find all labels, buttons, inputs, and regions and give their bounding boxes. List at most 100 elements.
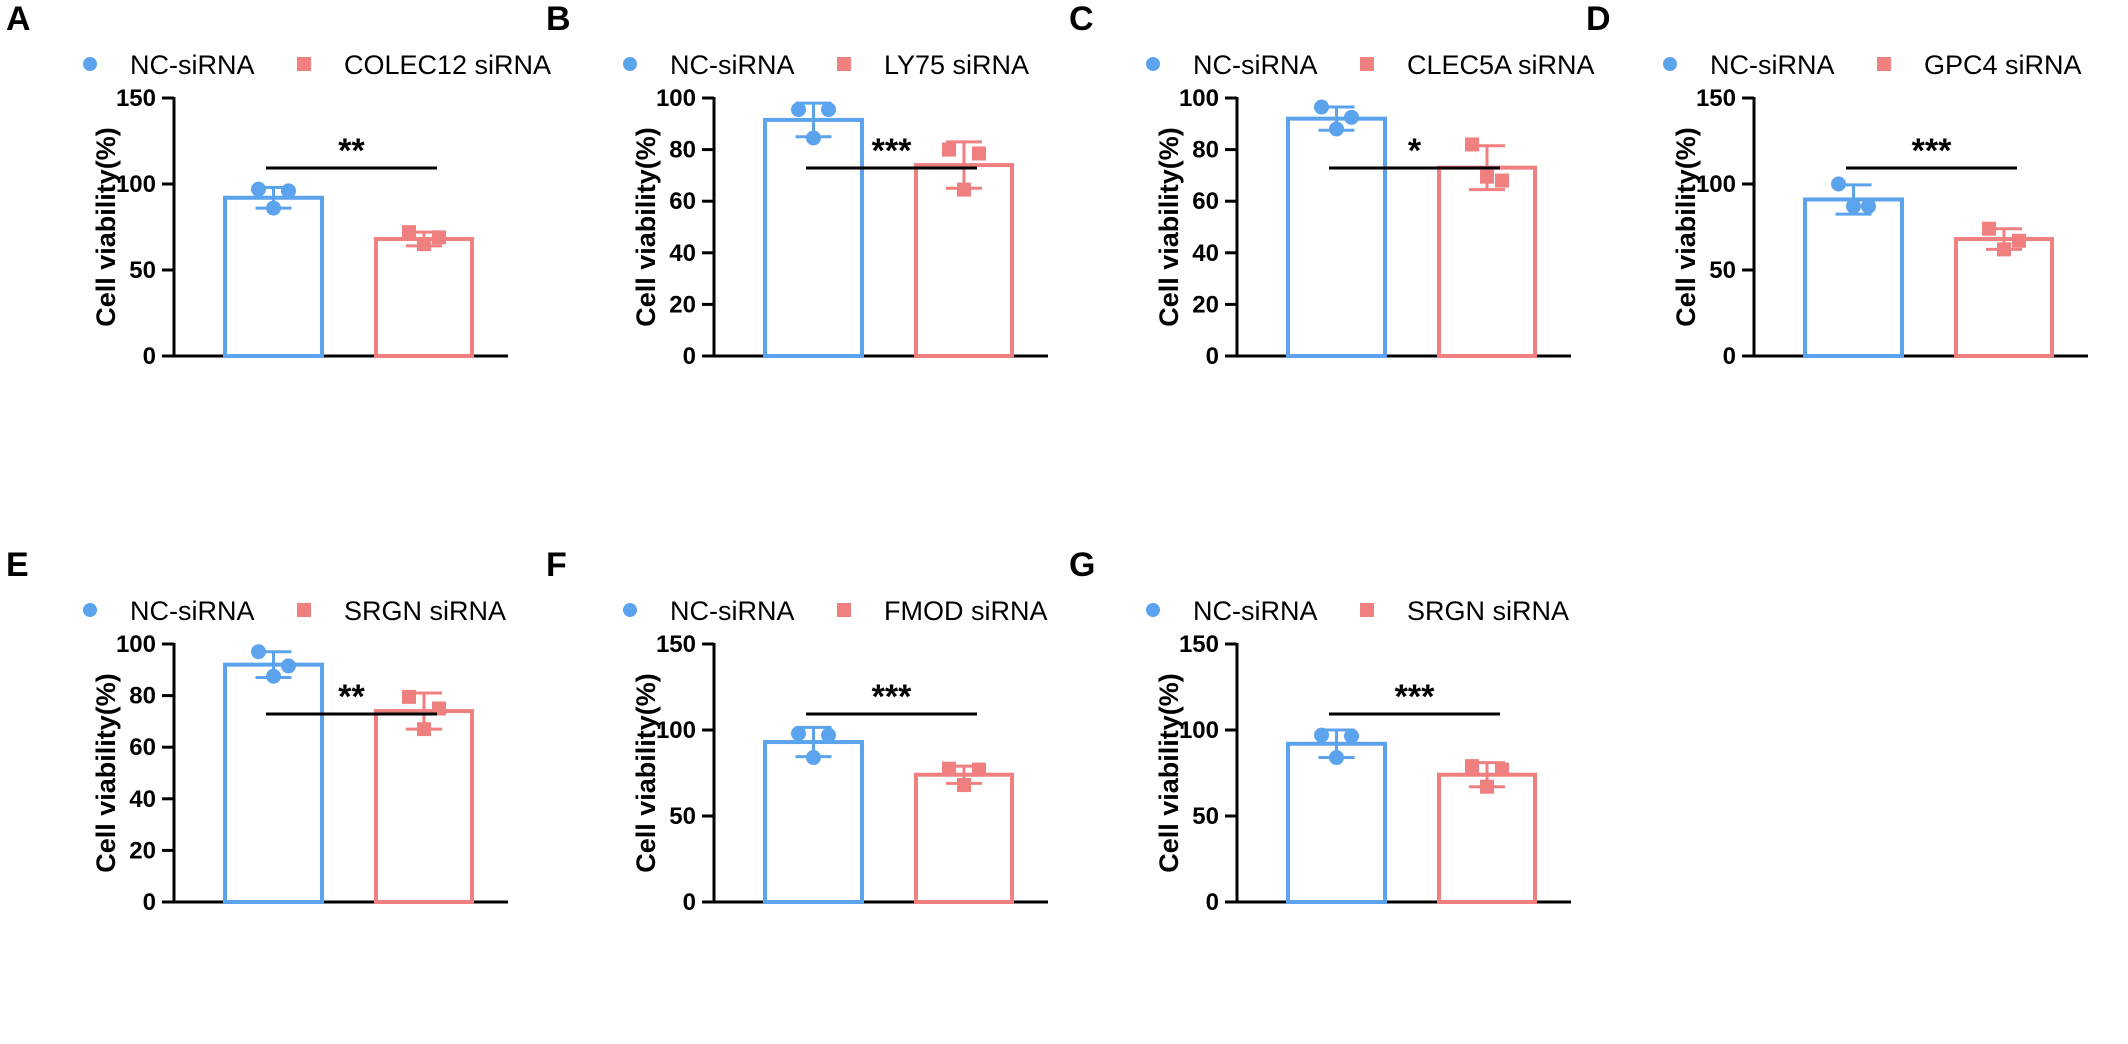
data-point bbox=[266, 200, 281, 216]
y-tick-label: 50 bbox=[1709, 257, 1736, 284]
y-tick-label: 50 bbox=[669, 803, 696, 830]
panel-letter: B bbox=[546, 0, 571, 38]
y-tick-label: 100 bbox=[656, 85, 696, 112]
data-point bbox=[1982, 221, 1996, 236]
y-axis-label: Cell viability(%) bbox=[1671, 127, 1701, 327]
significance-label: *** bbox=[1395, 678, 1435, 716]
data-point bbox=[791, 725, 806, 741]
data-point bbox=[942, 142, 956, 157]
chart-panel-f: F NC-siRNA FMOD siRNA 0 50 100 150 Cell viabili… bbox=[546, 546, 1048, 916]
significance-label: *** bbox=[1912, 132, 1952, 170]
y-tick-label: 40 bbox=[1192, 240, 1219, 267]
panel-letter: F bbox=[546, 546, 567, 584]
data-point bbox=[417, 722, 431, 737]
data-point bbox=[972, 762, 986, 777]
significance-label: *** bbox=[872, 678, 912, 716]
bar-control bbox=[223, 195, 324, 358]
panel-letter: C bbox=[1069, 0, 1094, 38]
data-point bbox=[1465, 137, 1479, 152]
chart-panel-d: D NC-siRNA GPC4 siRNA 0 50 100 150 Cell viabili… bbox=[1586, 0, 2088, 370]
y-tick-label: 100 bbox=[116, 171, 156, 198]
y-tick-label: 100 bbox=[116, 631, 156, 658]
y-tick-label: 60 bbox=[669, 188, 696, 215]
legend-marker-square bbox=[837, 603, 851, 617]
y-tick-label: 50 bbox=[1192, 803, 1219, 830]
y-tick-label: 40 bbox=[669, 240, 696, 267]
bar-control bbox=[763, 117, 864, 359]
y-axis-label: Cell viability(%) bbox=[91, 673, 121, 873]
legend-marker-circle bbox=[1146, 57, 1160, 71]
y-tick-label: 60 bbox=[129, 734, 156, 761]
legend-label: NC-siRNA bbox=[670, 596, 795, 626]
legend-label: SRGN siRNA bbox=[344, 596, 506, 626]
y-tick-label: 0 bbox=[1206, 889, 1219, 916]
legend-marker-square bbox=[1360, 57, 1374, 71]
chart-panel-b: B NC-siRNA LY75 siRNA 0 20 40 60 80 100 Cell viab… bbox=[546, 0, 1048, 370]
y-tick-label: 80 bbox=[1192, 137, 1219, 164]
bar-control bbox=[1286, 741, 1387, 904]
legend-label: NC-siRNA bbox=[130, 50, 255, 80]
legend-label: NC-siRNA bbox=[1193, 596, 1318, 626]
y-tick-label: 20 bbox=[1192, 291, 1219, 318]
data-point bbox=[972, 146, 986, 161]
legend-marker-square bbox=[837, 57, 851, 71]
data-point bbox=[1861, 198, 1876, 214]
legend-marker-circle bbox=[623, 57, 637, 71]
bar-treatment bbox=[374, 709, 474, 904]
data-point bbox=[417, 237, 431, 252]
y-tick-label: 0 bbox=[143, 889, 156, 916]
significance-label: *** bbox=[872, 132, 912, 170]
legend-label: GPC4 siRNA bbox=[1924, 50, 2082, 80]
y-tick-label: 0 bbox=[143, 343, 156, 370]
y-tick-label: 50 bbox=[129, 257, 156, 284]
data-point bbox=[1495, 762, 1509, 777]
legend-marker-circle bbox=[1146, 603, 1160, 617]
data-point bbox=[1846, 198, 1861, 214]
legend-marker-circle bbox=[83, 57, 97, 71]
y-tick-label: 0 bbox=[1206, 343, 1219, 370]
legend-label: SRGN siRNA bbox=[1407, 596, 1569, 626]
chart-panel-a: A NC-siRNA COLEC12 siRNA 0 50 100 150 Cell viab… bbox=[6, 0, 551, 370]
legend-label: NC-siRNA bbox=[670, 50, 795, 80]
data-point bbox=[1314, 727, 1329, 743]
data-point bbox=[251, 181, 266, 197]
bar-treatment bbox=[1954, 237, 2054, 358]
data-point bbox=[821, 727, 836, 743]
data-point bbox=[281, 183, 296, 199]
data-point bbox=[432, 701, 446, 716]
data-point bbox=[281, 658, 296, 674]
bar-treatment bbox=[374, 237, 474, 358]
data-point bbox=[1997, 242, 2011, 257]
panel-letter: E bbox=[6, 546, 29, 584]
data-point bbox=[957, 182, 971, 197]
data-point bbox=[1495, 173, 1509, 188]
data-point bbox=[1465, 759, 1479, 774]
bar-control bbox=[223, 662, 324, 904]
bar-control bbox=[1286, 116, 1387, 358]
y-tick-label: 100 bbox=[1696, 171, 1736, 198]
chart-panel-g: G NC-siRNA SRGN siRNA 0 50 100 150 Cell viabili… bbox=[1069, 546, 1571, 916]
data-point bbox=[806, 130, 821, 146]
y-tick-label: 0 bbox=[1723, 343, 1736, 370]
data-point bbox=[1314, 99, 1329, 115]
data-point bbox=[806, 750, 821, 766]
data-point bbox=[1480, 169, 1494, 184]
data-point bbox=[266, 668, 281, 684]
chart-panel-e: E NC-siRNA SRGN siRNA 0 20 40 60 80 100 Cell viab… bbox=[6, 546, 508, 916]
y-tick-label: 80 bbox=[129, 683, 156, 710]
legend-marker-square bbox=[297, 57, 311, 71]
data-point bbox=[942, 761, 956, 776]
y-tick-label: 20 bbox=[669, 291, 696, 318]
panel-letter: G bbox=[1069, 546, 1095, 584]
legend-label: COLEC12 siRNA bbox=[344, 50, 551, 80]
y-axis-label: Cell viability(%) bbox=[91, 127, 121, 327]
legend-label: NC-siRNA bbox=[1193, 50, 1318, 80]
y-tick-label: 60 bbox=[1192, 188, 1219, 215]
data-point bbox=[821, 102, 836, 118]
data-point bbox=[432, 230, 446, 245]
legend-label: CLEC5A siRNA bbox=[1407, 50, 1595, 80]
y-tick-label: 150 bbox=[656, 631, 696, 658]
bar-treatment bbox=[1437, 165, 1537, 358]
legend-label: NC-siRNA bbox=[1710, 50, 1835, 80]
bar-treatment bbox=[1437, 772, 1537, 904]
